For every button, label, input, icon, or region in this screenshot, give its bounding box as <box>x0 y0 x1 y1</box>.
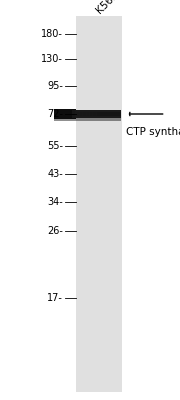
Bar <box>76 16 122 392</box>
Bar <box>72 110 76 118</box>
Bar <box>92 110 97 118</box>
Text: 130-: 130- <box>41 54 63 64</box>
Bar <box>96 110 100 118</box>
Text: 95-: 95- <box>47 81 63 91</box>
Bar <box>75 110 80 118</box>
Bar <box>86 110 90 118</box>
Bar <box>79 110 83 118</box>
Text: 26-: 26- <box>47 226 63 236</box>
Text: 17-: 17- <box>47 293 63 303</box>
Bar <box>54 118 121 121</box>
Bar <box>54 110 121 118</box>
Bar <box>54 112 121 116</box>
Bar <box>54 109 76 119</box>
Bar <box>89 110 93 118</box>
Text: 34-: 34- <box>47 197 63 207</box>
Text: 43-: 43- <box>47 169 63 179</box>
Text: CTP synthase: CTP synthase <box>126 127 180 137</box>
Text: K562: K562 <box>95 0 121 15</box>
Text: 180-: 180- <box>41 29 63 39</box>
Bar <box>82 110 87 118</box>
Text: 55-: 55- <box>47 141 63 151</box>
Text: 72-: 72- <box>47 109 63 119</box>
